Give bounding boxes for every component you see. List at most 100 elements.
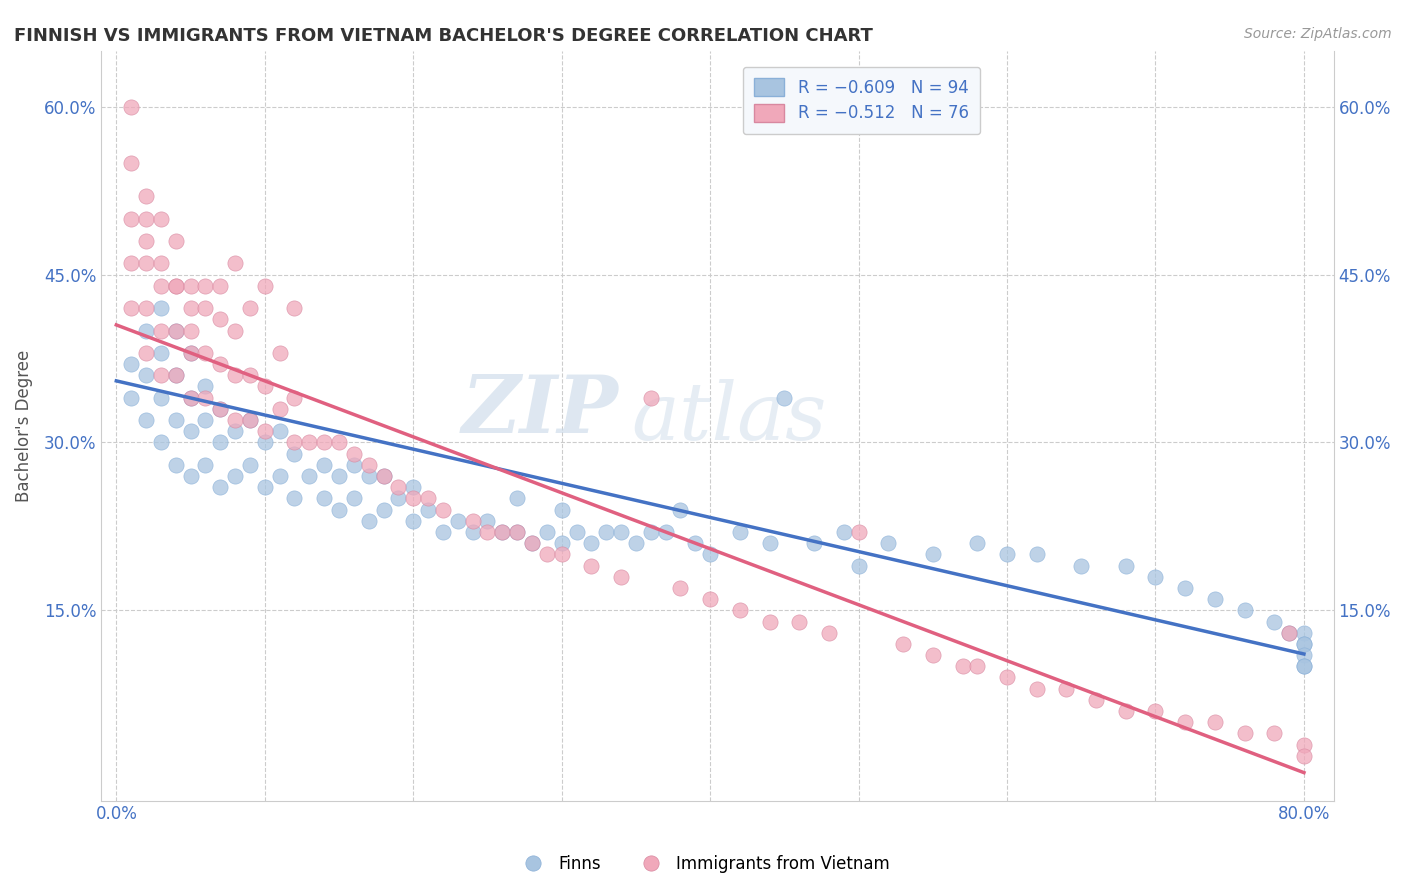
Point <box>165 368 187 383</box>
Point <box>640 391 662 405</box>
Point <box>135 368 157 383</box>
Point <box>253 278 276 293</box>
Point <box>402 480 425 494</box>
Point <box>669 502 692 516</box>
Text: Source: ZipAtlas.com: Source: ZipAtlas.com <box>1244 27 1392 41</box>
Point <box>194 278 217 293</box>
Point <box>1292 648 1315 662</box>
Point <box>565 524 588 539</box>
Point <box>135 324 157 338</box>
Point <box>1025 547 1047 561</box>
Point <box>224 469 246 483</box>
Point <box>253 424 276 438</box>
Point <box>180 278 202 293</box>
Point <box>581 536 603 550</box>
Point <box>1292 738 1315 752</box>
Point <box>1263 615 1285 629</box>
Point <box>773 391 796 405</box>
Point <box>209 401 232 416</box>
Point <box>877 536 900 550</box>
Point <box>506 491 529 506</box>
Legend: R = −0.609   N = 94, R = −0.512   N = 76: R = −0.609 N = 94, R = −0.512 N = 76 <box>742 67 980 134</box>
Point <box>180 391 202 405</box>
Point <box>610 524 633 539</box>
Point <box>209 435 232 450</box>
Point <box>343 447 366 461</box>
Point <box>328 435 350 450</box>
Point <box>180 301 202 315</box>
Point <box>149 346 172 360</box>
Point <box>832 524 855 539</box>
Point <box>298 469 321 483</box>
Point <box>224 413 246 427</box>
Point <box>180 346 202 360</box>
Point <box>135 234 157 248</box>
Point <box>387 480 409 494</box>
Point <box>758 536 780 550</box>
Point <box>180 469 202 483</box>
Point <box>239 368 262 383</box>
Point <box>491 524 513 539</box>
Point <box>848 524 870 539</box>
Point <box>1174 581 1197 595</box>
Point <box>654 524 676 539</box>
Point <box>165 278 187 293</box>
Point <box>165 413 187 427</box>
Point <box>135 189 157 203</box>
Point <box>298 435 321 450</box>
Point <box>550 536 572 550</box>
Point <box>149 256 172 270</box>
Point <box>343 458 366 472</box>
Point <box>640 524 662 539</box>
Point <box>506 524 529 539</box>
Point <box>1278 625 1301 640</box>
Point <box>520 536 543 550</box>
Point <box>194 346 217 360</box>
Point <box>253 379 276 393</box>
Point <box>165 458 187 472</box>
Point <box>269 346 291 360</box>
Point <box>283 447 305 461</box>
Point <box>209 278 232 293</box>
Point <box>1233 603 1256 617</box>
Point <box>1292 659 1315 673</box>
Point <box>239 413 262 427</box>
Point <box>357 458 380 472</box>
Point <box>536 524 558 539</box>
Point <box>373 469 395 483</box>
Point <box>283 491 305 506</box>
Point <box>669 581 692 595</box>
Point <box>461 524 484 539</box>
Point <box>149 391 172 405</box>
Point <box>120 357 142 371</box>
Point <box>165 324 187 338</box>
Point <box>595 524 617 539</box>
Point <box>699 592 721 607</box>
Point <box>891 637 914 651</box>
Point <box>1292 659 1315 673</box>
Point <box>966 659 988 673</box>
Point <box>373 502 395 516</box>
Point <box>624 536 647 550</box>
Point <box>1144 704 1167 718</box>
Point <box>253 480 276 494</box>
Point <box>402 491 425 506</box>
Point <box>1144 570 1167 584</box>
Point <box>165 324 187 338</box>
Point <box>149 211 172 226</box>
Point <box>194 379 217 393</box>
Point <box>1115 704 1137 718</box>
Point <box>357 469 380 483</box>
Point <box>1292 637 1315 651</box>
Point <box>120 301 142 315</box>
Point <box>387 491 409 506</box>
Point <box>120 211 142 226</box>
Point <box>461 514 484 528</box>
Point <box>343 491 366 506</box>
Point <box>787 615 810 629</box>
Point <box>1233 726 1256 740</box>
Point <box>314 491 336 506</box>
Point <box>1292 625 1315 640</box>
Point <box>209 401 232 416</box>
Point <box>818 625 841 640</box>
